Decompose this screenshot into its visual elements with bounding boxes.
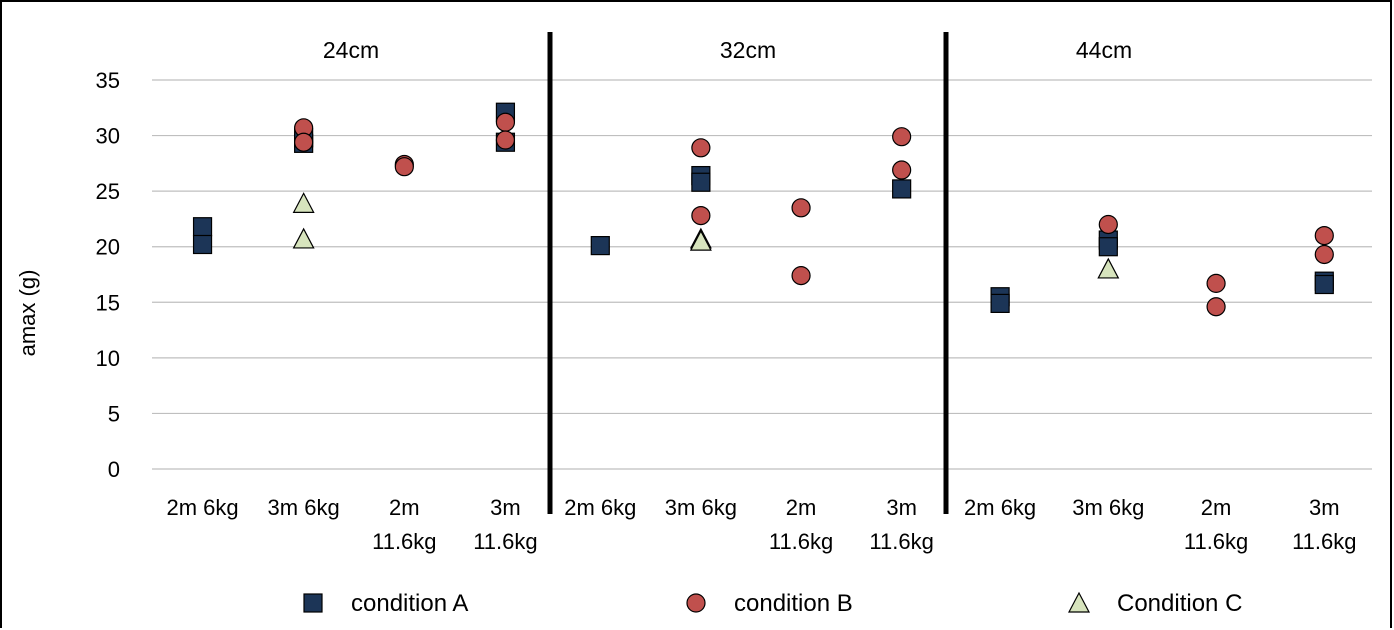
- marker-condition-a: [691, 172, 711, 192]
- marker-condition-b: [394, 157, 414, 177]
- axis-labels: amax (g) 0 5 10 15 20 25 30 35 24cm 2m 6kg 3m 6kg 2…: [15, 37, 1356, 554]
- marker-condition-b: [1098, 214, 1118, 235]
- data-markers: [192, 102, 1334, 317]
- x-tick-label: 11.6kg: [1292, 529, 1356, 554]
- marker-condition-b: [1206, 297, 1226, 317]
- x-tick-label: 2m: [389, 495, 420, 520]
- marker-condition-b: [791, 266, 811, 286]
- marker-condition-c: [1097, 257, 1120, 279]
- marker-condition-a: [990, 293, 1010, 313]
- y-tick-label: 20: [96, 235, 120, 260]
- x-tick-label: 11.6kg: [473, 529, 537, 554]
- marker-condition-b: [791, 198, 811, 218]
- x-tick-label: 2m 6kg: [564, 495, 636, 520]
- panel-title: 24cm: [323, 37, 379, 63]
- x-tick-label: 3m 6kg: [1072, 495, 1144, 520]
- x-tick-label: 3m 6kg: [268, 495, 340, 520]
- legend-marker-condition-a: [303, 593, 323, 613]
- x-tick-label: 11.6kg: [869, 529, 933, 554]
- x-tick-label: 2m: [786, 495, 817, 520]
- marker-condition-b: [1314, 244, 1334, 265]
- legend-label: condition B: [734, 590, 853, 617]
- x-tick-label: 2m: [1201, 495, 1232, 520]
- panel-title: 44cm: [1076, 37, 1132, 63]
- y-tick-label: 15: [96, 290, 120, 315]
- marker-condition-b: [691, 205, 711, 226]
- panel-title: 32cm: [720, 37, 776, 63]
- x-tick-label: 2m 6kg: [964, 495, 1036, 520]
- marker-condition-c: [292, 192, 315, 213]
- marker-condition-a: [192, 217, 213, 237]
- marker-condition-a: [1314, 274, 1334, 295]
- marker-condition-c: [292, 227, 315, 249]
- x-tick-label: 3m 6kg: [665, 495, 737, 520]
- marker-condition-b: [294, 132, 314, 152]
- legend-marker-condition-c: [1068, 591, 1090, 613]
- legend-label: Condition C: [1117, 590, 1242, 617]
- y-tick-label: 30: [96, 124, 120, 149]
- legend-label: condition A: [351, 590, 468, 617]
- x-tick-label: 11.6kg: [372, 529, 436, 554]
- x-tick-label: 3m: [1309, 495, 1340, 520]
- x-tick-label: 2m 6kg: [166, 495, 238, 520]
- y-axis-title: amax (g): [15, 270, 40, 357]
- x-tick-label: 11.6kg: [1184, 529, 1248, 554]
- marker-condition-b: [495, 130, 516, 150]
- marker-condition-a: [892, 179, 912, 199]
- y-tick-label: 35: [96, 68, 120, 93]
- marker-condition-a: [590, 236, 610, 256]
- y-tick-label: 10: [96, 346, 120, 371]
- legend-marker-condition-b: [686, 593, 706, 613]
- x-tick-label: 11.6kg: [769, 529, 833, 554]
- legend: condition A condition B Condition C: [303, 590, 1242, 617]
- marker-condition-b: [892, 160, 912, 180]
- marker-condition-c: [689, 229, 712, 251]
- panel-dividers: [547, 32, 949, 514]
- y-tick-label: 25: [96, 179, 120, 204]
- marker-condition-a: [192, 234, 213, 255]
- marker-condition-b: [691, 138, 711, 158]
- grid-layer: [152, 79, 1372, 470]
- marker-condition-b: [1314, 226, 1334, 246]
- marker-condition-b: [1206, 273, 1226, 293]
- y-tick-label: 5: [108, 401, 120, 426]
- x-tick-label: 3m: [886, 495, 917, 520]
- y-tick-label: 0: [108, 457, 120, 482]
- marker-condition-b: [495, 112, 516, 132]
- x-tick-label: 3m: [490, 495, 521, 520]
- marker-condition-a: [1098, 237, 1118, 257]
- marker-condition-b: [892, 127, 912, 147]
